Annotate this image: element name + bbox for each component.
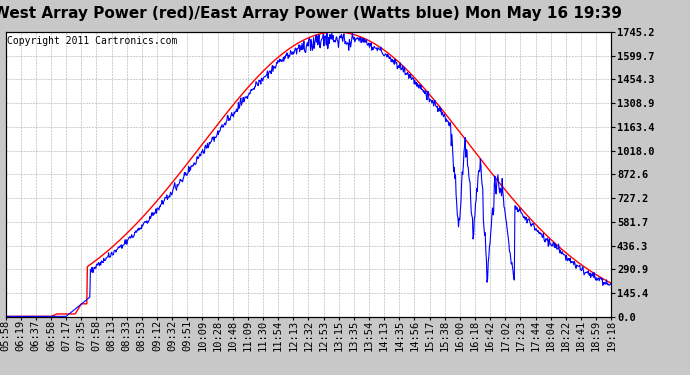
Text: West Array Power (red)/East Array Power (Watts blue) Mon May 16 19:39: West Array Power (red)/East Array Power …: [0, 6, 622, 21]
Text: Copyright 2011 Cartronics.com: Copyright 2011 Cartronics.com: [8, 36, 178, 46]
